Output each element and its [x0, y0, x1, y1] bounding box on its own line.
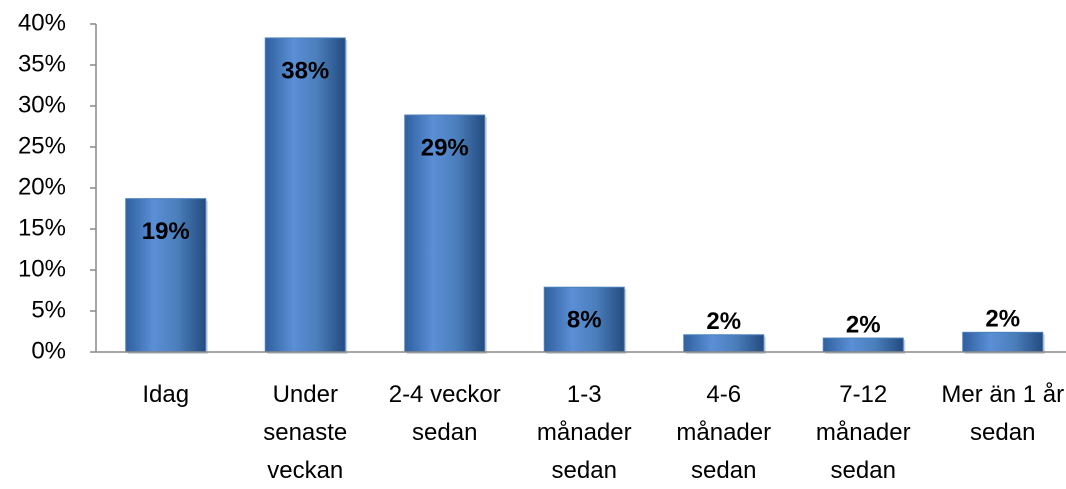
- x-tick-label: Under senaste veckan: [263, 381, 348, 484]
- y-tick-label: 5%: [31, 296, 66, 323]
- y-tick-label: 30%: [18, 91, 66, 118]
- bar: [962, 331, 1044, 353]
- data-label: 29%: [421, 134, 469, 161]
- data-label: 2%: [846, 311, 881, 338]
- bar: [822, 337, 904, 353]
- x-tick-label: Mer än 1 år sedan: [941, 381, 1065, 446]
- y-tick-label: 10%: [18, 255, 66, 282]
- bar: [683, 334, 765, 353]
- y-tick-label: 0%: [31, 337, 66, 364]
- y-tick-label: 15%: [18, 214, 66, 241]
- y-tick-label: 20%: [18, 173, 66, 200]
- y-tick-label: 35%: [18, 50, 66, 77]
- data-label: 19%: [142, 218, 190, 245]
- data-label: 2%: [985, 306, 1020, 333]
- x-tick-label: 1-3 månader sedan: [536, 381, 632, 484]
- x-tick-label: 7-12 månader sedan: [815, 381, 911, 484]
- y-tick-label: 40%: [18, 9, 66, 36]
- bar: [264, 37, 346, 353]
- data-label: 8%: [567, 307, 602, 334]
- data-label: 38%: [281, 57, 329, 84]
- bar: [543, 286, 625, 353]
- data-label: 2%: [706, 308, 741, 335]
- bar: [404, 114, 486, 353]
- x-tick-label: 4-6 månader sedan: [676, 381, 772, 484]
- bar: [125, 198, 207, 353]
- x-tick-label: Idag: [142, 381, 190, 408]
- x-tick-label: 2-4 veckor sedan: [388, 381, 501, 446]
- y-tick-label: 25%: [18, 132, 66, 159]
